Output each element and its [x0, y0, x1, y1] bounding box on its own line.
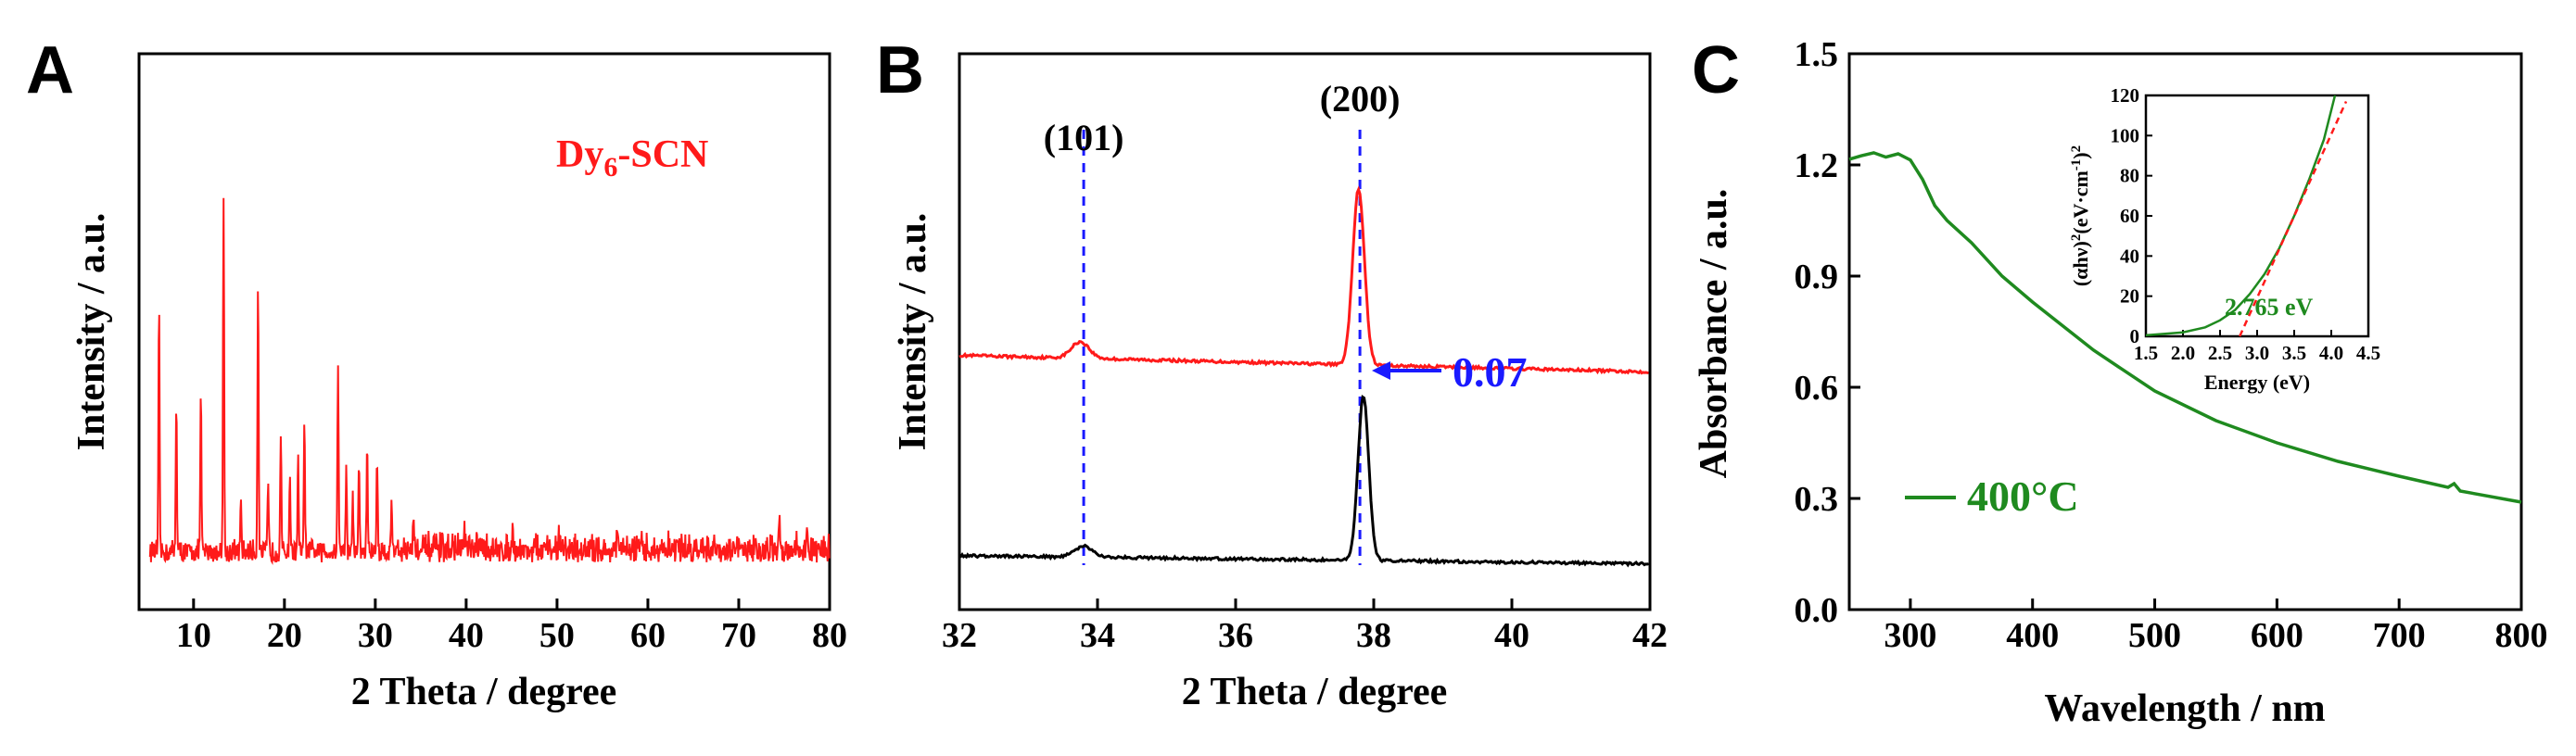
y-axis-label-b: Intensity / a.u. — [892, 213, 934, 451]
x-ticks-c: 300 400 500 600 700 800 — [1884, 598, 2548, 655]
inset-x-tick-label-5: 4.0 — [2319, 342, 2343, 364]
x-tick-label-b-3: 38 — [1356, 616, 1391, 655]
x-tick-label-a-3: 40 — [449, 616, 484, 655]
x-tick-label-c-0: 300 — [1884, 616, 1936, 655]
y-axis-label-a: Intensity / a.u. — [70, 213, 113, 451]
reference-line-label-0: (101) — [1044, 117, 1124, 158]
y-tick-label-c-1: 0.3 — [1795, 480, 1839, 519]
y-tick-label-c-0: 0.0 — [1795, 591, 1839, 630]
panel-letter-a: A — [26, 33, 74, 107]
inset-x-ticks: 1.5 2.0 2.5 3.0 3.5 4.0 4.5 — [2134, 330, 2380, 364]
plot-frame-c — [1847, 52, 2523, 611]
inset-y-axis-label: (αhν)2(eV·cm-1)2 — [2069, 145, 2092, 286]
band-gap-label: 2.765 eV — [2225, 294, 2314, 321]
reference-lines-b: (101) (200) — [1044, 78, 1401, 565]
x-tick-label-c-1: 400 — [2006, 616, 2059, 655]
legend-suffix: -SCN — [617, 133, 708, 176]
x-tick-label-a-0: 10 — [176, 616, 211, 655]
reference-line-label-1: (200) — [1320, 78, 1401, 120]
y-ticks-c: 0.0 0.3 0.6 0.9 1.2 1.5 — [1795, 35, 1860, 630]
x-tick-label-a-6: 70 — [721, 616, 756, 655]
panel-letter-c: C — [1692, 33, 1740, 107]
y-axis-label-c: Absorbance / a.u. — [1693, 189, 1735, 479]
x-axis-label-b: 2 Theta / degree — [1182, 671, 1448, 713]
panel-b: B 32 34 36 38 40 42 (101) (200) 0.07 2 Theta /… — [876, 33, 1668, 713]
x-tick-label-c-2: 500 — [2128, 616, 2181, 655]
panel-a: A 10 20 30 40 50 60 70 80 Dy6-SCN 2 Theta / deg… — [26, 33, 847, 713]
legend-c: 400°C — [1905, 472, 2079, 520]
panel-letter-b: B — [876, 33, 924, 107]
x-tick-label-c-5: 800 — [2495, 616, 2548, 655]
inset-curves — [2145, 94, 2348, 337]
inset-x-tick-label-3: 3.0 — [2245, 342, 2269, 364]
inset-y-tick-label-5: 100 — [2111, 124, 2140, 146]
x-tick-label-a-5: 60 — [630, 616, 666, 655]
inset-y-ticks: 0 20 40 60 80 100 120 — [2111, 84, 2152, 347]
legend-dy6-scn: Dy6-SCN — [556, 133, 708, 183]
legend-subscript: 6 — [603, 152, 617, 183]
x-tick-label-b-0: 32 — [942, 616, 977, 655]
inset-x-tick-label-0: 1.5 — [2134, 342, 2158, 364]
x-tick-label-a-4: 50 — [539, 616, 575, 655]
inset-ylabel-part-3: -1 — [2069, 159, 2084, 171]
inset-x-tick-label-4: 3.5 — [2282, 342, 2306, 364]
series-line-b-1 — [958, 395, 1649, 568]
inset-y-tick-label-0: 0 — [2130, 325, 2140, 347]
inset-tauc-curve — [2145, 94, 2337, 337]
inset-x-axis-label: Energy (eV) — [2204, 371, 2310, 394]
y-tick-label-c-5: 1.5 — [1795, 35, 1839, 74]
inset-frame — [2144, 94, 2370, 338]
legend-main-text: Dy — [556, 133, 603, 176]
inset-y-tick-label-4: 80 — [2120, 165, 2139, 187]
series-group-b — [958, 185, 1649, 568]
shift-arrow-head — [1372, 361, 1390, 380]
plot-frame-a — [137, 52, 831, 611]
shift-arrow: 0.07 — [1372, 348, 1528, 396]
inset-ylabel-part-0: (αhν) — [2069, 241, 2092, 286]
inset-ylabel-part-2: (eV·cm — [2069, 170, 2092, 233]
y-tick-label-c-3: 0.9 — [1795, 258, 1839, 296]
x-axis-label-a: 2 Theta / degree — [351, 671, 617, 713]
series-group-c — [1848, 151, 2522, 504]
inset-x-tick-label-1: 2.0 — [2171, 342, 2195, 364]
inset-tauc-plot: 1.5 2.0 2.5 3.0 3.5 4.0 4.5 0 20 40 60 80 100 120 2.… — [2069, 84, 2380, 394]
series-group-a — [148, 197, 831, 565]
series-line-dy6-scn — [148, 197, 831, 565]
x-tick-label-a-2: 30 — [358, 616, 393, 655]
inset-x-tick-label-6: 4.5 — [2356, 342, 2380, 364]
plot-frame-b — [958, 52, 1652, 611]
inset-x-tick-label-2: 2.5 — [2208, 342, 2232, 364]
inset-ylabel-part-1: 2 — [2069, 234, 2084, 242]
inset-y-tick-label-6: 120 — [2111, 84, 2140, 107]
x-axis-label-c: Wavelength / nm — [2044, 687, 2325, 730]
shift-value-label: 0.07 — [1453, 348, 1528, 396]
y-tick-label-c-2: 0.6 — [1795, 369, 1839, 408]
x-ticks-b: 32 34 36 38 40 42 — [942, 598, 1668, 655]
series-line-400c — [1848, 151, 2522, 504]
inset-ylabel-part-4: ) — [2069, 152, 2092, 158]
inset-y-tick-label-1: 20 — [2120, 285, 2139, 308]
inset-ylabel-part-5: 2 — [2069, 145, 2084, 153]
panel-c: C 300 400 500 600 700 800 0.00.30.60.91.21.5 … — [1692, 33, 2548, 730]
x-tick-label-a-7: 80 — [812, 616, 847, 655]
x-tick-label-a-1: 20 — [267, 616, 302, 655]
inset-y-tick-label-2: 40 — [2120, 245, 2139, 267]
x-tick-label-c-4: 700 — [2373, 616, 2426, 655]
inset-fit-line — [2239, 100, 2348, 337]
series-line-b-0 — [958, 185, 1649, 375]
x-tick-label-b-2: 36 — [1218, 616, 1253, 655]
x-tick-label-b-4: 40 — [1494, 616, 1529, 655]
inset-y-tick-label-3: 60 — [2120, 205, 2139, 227]
x-ticks-a: 10 20 30 40 50 60 70 80 — [176, 598, 847, 655]
x-tick-label-b-1: 34 — [1080, 616, 1115, 655]
x-tick-label-c-3: 600 — [2251, 616, 2303, 655]
legend-label-400c: 400°C — [1967, 472, 2079, 520]
y-tick-label-c-4: 1.2 — [1795, 146, 1839, 185]
x-tick-label-b-5: 42 — [1632, 616, 1668, 655]
